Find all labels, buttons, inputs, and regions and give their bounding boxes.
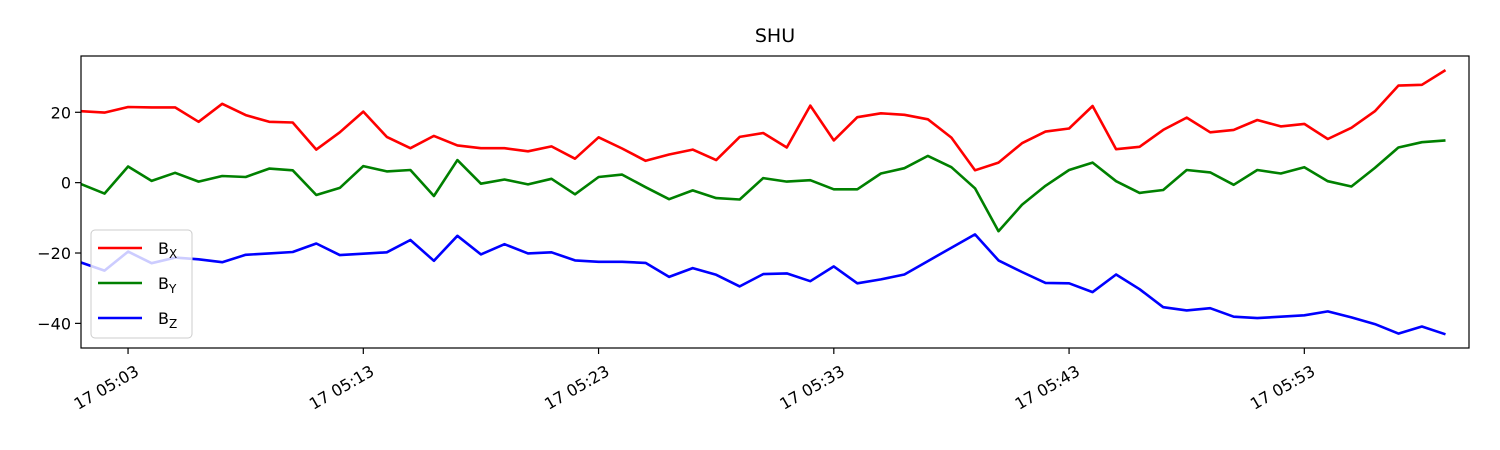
- x-tick-label: 17 05:33: [776, 361, 847, 413]
- y-tick-label: 0: [61, 174, 71, 193]
- series-line-bz: [80, 233, 1446, 336]
- x-tick-label: 17 05:03: [71, 361, 142, 413]
- series-line-bx: [80, 68, 1447, 172]
- x-tick-label: 17 05:23: [541, 361, 612, 413]
- y-tick-label: −40: [37, 314, 71, 333]
- x-tick-label: 17 05:43: [1012, 361, 1083, 413]
- chart-title: SHU: [755, 25, 795, 47]
- x-tick-label: 17 05:13: [306, 361, 377, 413]
- x-tick-label: 17 05:53: [1247, 361, 1318, 413]
- y-tick-label: −20: [37, 244, 71, 263]
- plot-frame: [80, 55, 1470, 349]
- y-tick-label: 20: [51, 103, 71, 122]
- series-line-by: [80, 139, 1446, 233]
